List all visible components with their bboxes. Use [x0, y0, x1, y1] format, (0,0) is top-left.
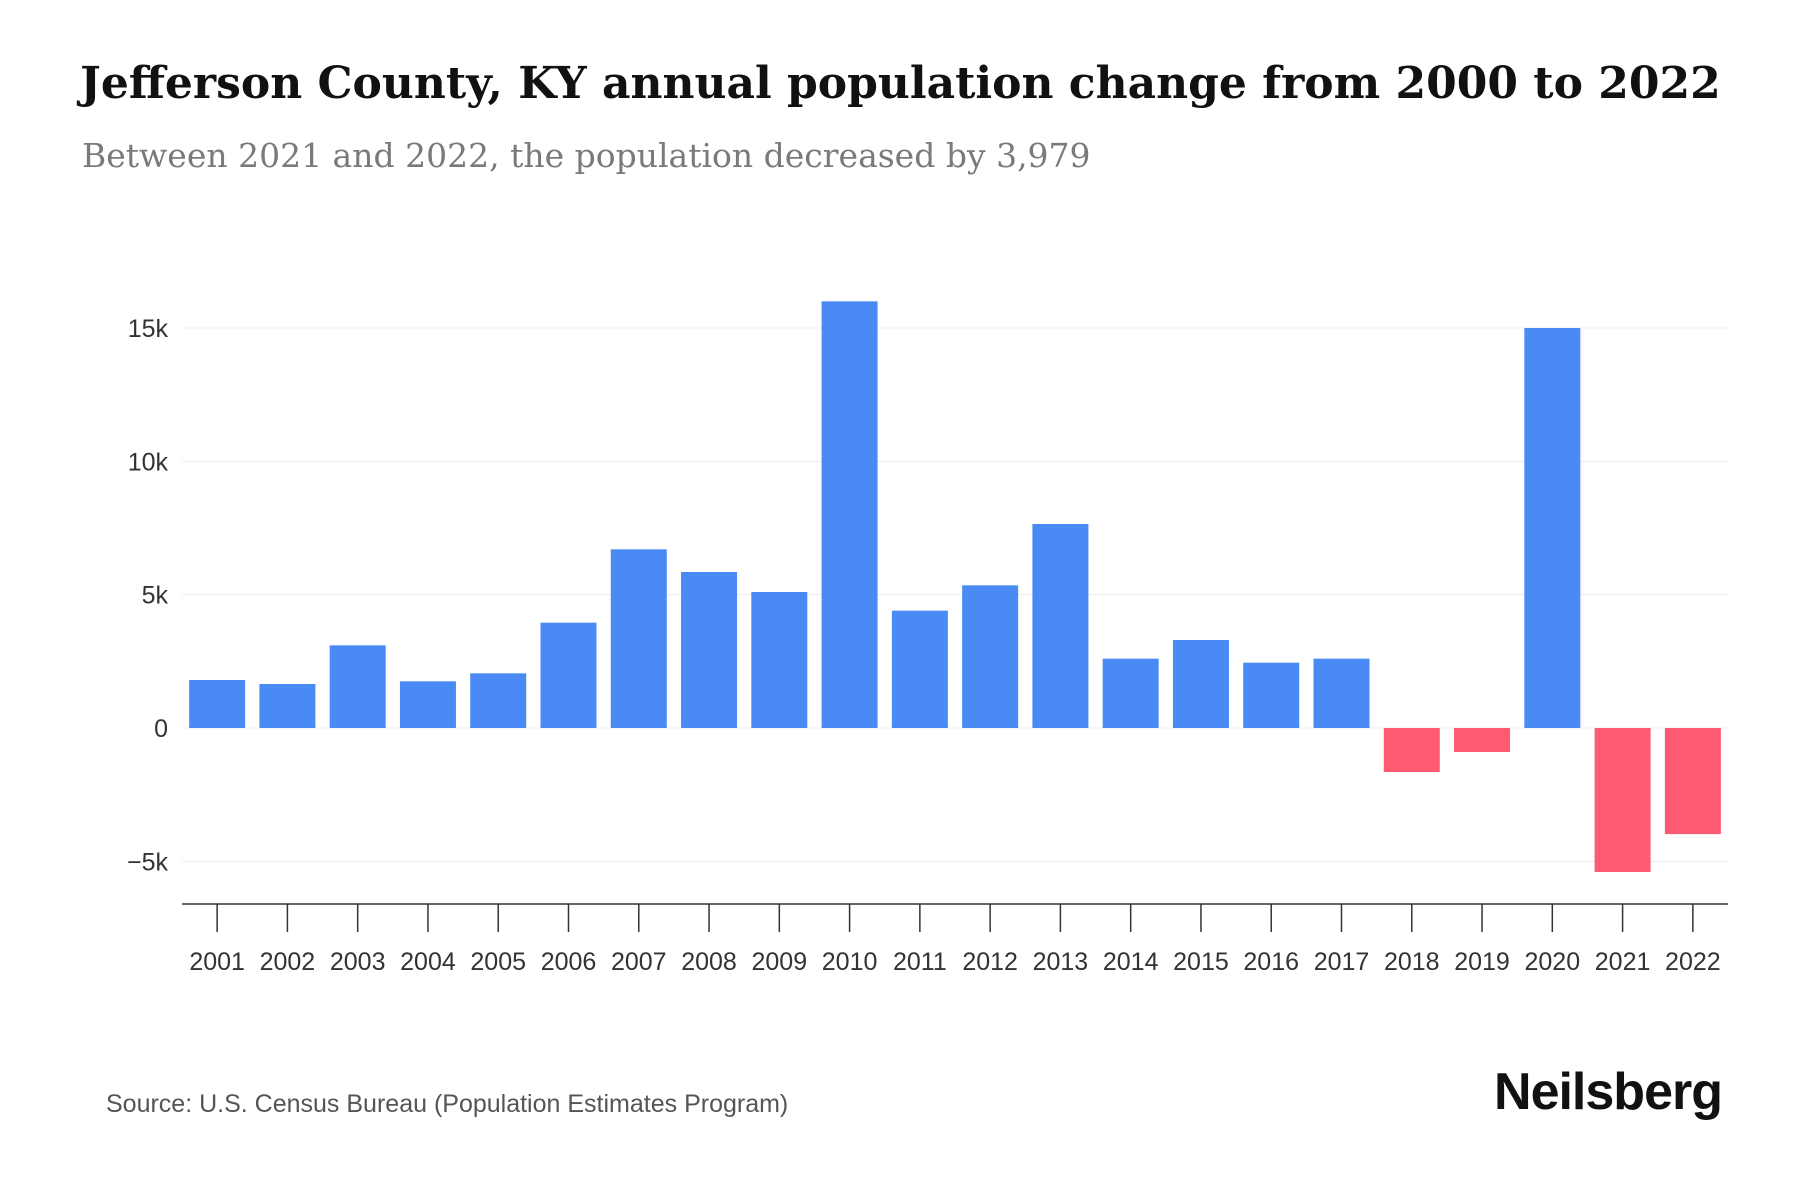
- y-tick-label: 15k: [128, 315, 169, 343]
- bar-2011: [891, 610, 948, 728]
- bar-2020: [1524, 328, 1581, 728]
- brand-logo: Neilsberg: [1494, 1063, 1723, 1121]
- x-tick-label: 2002: [260, 948, 316, 976]
- x-tick-label: 2005: [470, 948, 526, 976]
- bar-2021: [1594, 728, 1651, 872]
- x-tick-label: 2015: [1173, 948, 1229, 976]
- x-tick-label: 2018: [1384, 948, 1440, 976]
- source-note: Source: U.S. Census Bureau (Population E…: [106, 1090, 789, 1118]
- x-tick-label: 2009: [752, 948, 808, 976]
- x-tick-label: 2004: [400, 948, 456, 976]
- x-tick-label: 2012: [962, 948, 1018, 976]
- x-tick-label: 2013: [1033, 948, 1089, 976]
- y-tick-label: 0: [154, 715, 168, 743]
- chart-subtitle: Between 2021 and 2022, the population de…: [82, 136, 1091, 175]
- x-tick-label: 2016: [1243, 948, 1299, 976]
- x-tick-label: 2011: [893, 948, 947, 976]
- bar-2010: [821, 301, 878, 728]
- bar-2002: [259, 684, 316, 728]
- bar-2015: [1172, 640, 1229, 728]
- bar-2012: [962, 585, 1019, 728]
- x-tick-label: 2017: [1314, 948, 1370, 976]
- bar-2009: [751, 592, 808, 728]
- bar-2022: [1664, 728, 1721, 835]
- bar-2005: [470, 673, 527, 728]
- y-tick-label: 5k: [142, 582, 169, 610]
- x-tick-label: 2014: [1103, 948, 1159, 976]
- x-tick-label: 2003: [330, 948, 386, 976]
- bar-2016: [1243, 662, 1300, 728]
- x-tick-label: 2019: [1454, 948, 1510, 976]
- bar-2019: [1454, 728, 1511, 752]
- x-tick-label: 2001: [189, 948, 245, 976]
- bar-2001: [189, 680, 246, 728]
- bar-2003: [329, 645, 386, 728]
- bar-2013: [1032, 524, 1089, 728]
- y-tick-label: 10k: [128, 448, 169, 476]
- x-tick-label: 2020: [1525, 948, 1581, 976]
- bar-2008: [681, 572, 738, 728]
- x-tick-label: 2006: [541, 948, 597, 976]
- bar-2018: [1383, 728, 1440, 772]
- chart-title: Jefferson County, KY annual population c…: [80, 58, 1721, 109]
- x-tick-label: 2021: [1595, 948, 1651, 976]
- bar-2004: [399, 681, 456, 728]
- y-tick-label: −5k: [127, 848, 169, 876]
- bar-2014: [1102, 658, 1159, 728]
- x-tick-label: 2008: [681, 948, 737, 976]
- x-tick-label: 2010: [822, 948, 878, 976]
- bar-2006: [540, 622, 597, 728]
- bar-2017: [1313, 658, 1370, 728]
- x-tick-label: 2022: [1665, 948, 1721, 976]
- bar-2007: [610, 549, 667, 728]
- x-tick-label: 2007: [611, 948, 667, 976]
